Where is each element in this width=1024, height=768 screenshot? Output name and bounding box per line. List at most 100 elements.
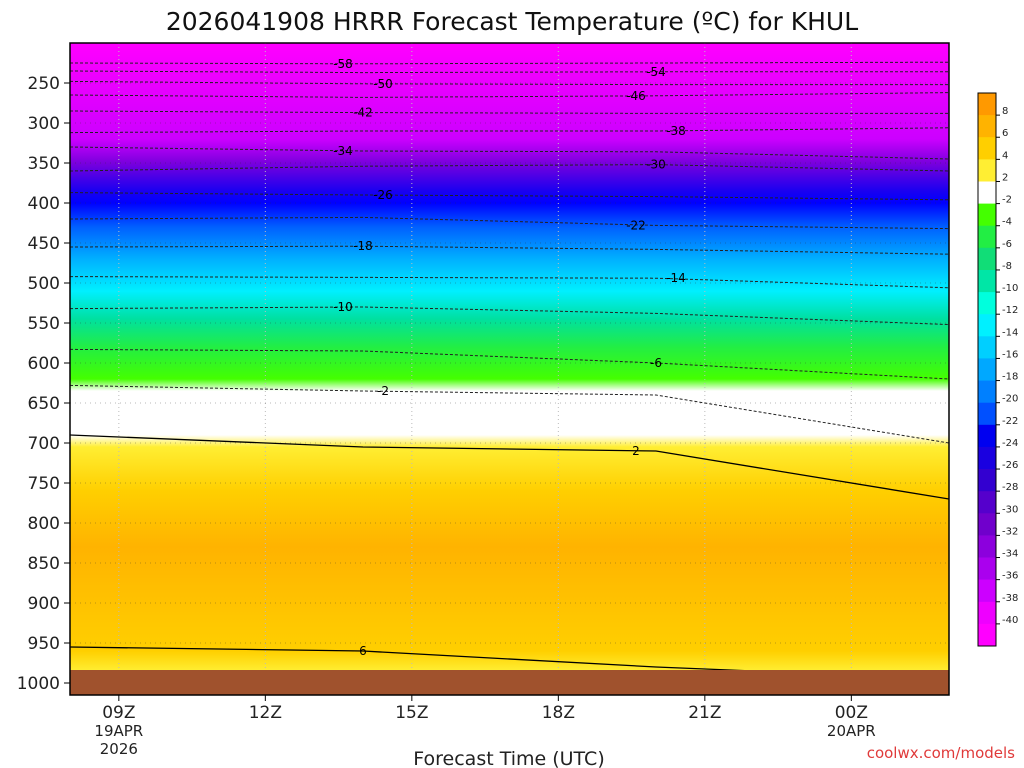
- colorbar-tick-label: -36: [1002, 571, 1018, 582]
- colorbar-tick-label: -4: [1002, 217, 1012, 228]
- colorbar-swatch: [978, 203, 996, 227]
- x-tick-label: 2026: [100, 740, 138, 758]
- colorbar: 8 6 4 2 -2 -4 -6 -8 -10 -12 -14 -16 -18 -20 -22 -24 -26 -…: [977, 92, 1018, 647]
- colorbar-swatch: [978, 579, 996, 603]
- colorbar-tick-label: -16: [1002, 349, 1018, 360]
- isotherm-line: [70, 164, 949, 172]
- plot-frame: [69, 42, 950, 696]
- isotherm-label: -10: [333, 300, 353, 314]
- colorbar-tick-label: -20: [1002, 394, 1018, 405]
- colorbar-swatch: [978, 270, 996, 293]
- x-tick-label: 21Z: [688, 703, 721, 723]
- x-tick-label: 12Z: [249, 703, 282, 723]
- x-tick-label: 19APR: [94, 722, 143, 740]
- y-tick-label: 800: [28, 514, 60, 534]
- colorbar-swatch: [978, 314, 996, 337]
- isotherm-label: 6: [359, 644, 367, 658]
- y-tick-label: 350: [28, 154, 60, 174]
- colorbar-tick-label: -18: [1002, 372, 1018, 383]
- x-tick-label: 09Z: [102, 703, 135, 723]
- isotherm-line: [70, 306, 949, 326]
- colorbar-swatch: [978, 535, 996, 558]
- colorbar-swatch: [978, 513, 996, 536]
- colorbar-swatch: [978, 469, 996, 492]
- y-tick-label: 1000: [17, 674, 60, 694]
- colorbar-tick-label: 6: [1002, 128, 1008, 139]
- y-tick-label: 250: [28, 74, 60, 94]
- chart-title: 2026041908 HRRR Forecast Temperature (ºC…: [166, 7, 858, 36]
- colorbar-tick-label: 2: [1002, 172, 1008, 183]
- isotherm-label: -58: [333, 57, 353, 71]
- colorbar-tick-label: 8: [1002, 106, 1008, 117]
- isotherm-label: 2: [632, 444, 640, 458]
- isotherm-label: -18: [353, 239, 373, 253]
- colorbar-tick-label: -24: [1002, 438, 1018, 449]
- colorbar-tick-label: -14: [1002, 327, 1018, 338]
- colorbar-swatch: [978, 115, 996, 138]
- colorbar-swatch: [978, 292, 996, 315]
- isotherm-line: [70, 276, 949, 289]
- colorbar-tick-label: -28: [1002, 482, 1018, 493]
- isotherm-line: [70, 127, 949, 134]
- x-tick-label: 15Z: [395, 703, 428, 723]
- isotherm-label: -6: [650, 356, 662, 370]
- colorbar-swatch: [978, 557, 996, 581]
- ground-layer: [70, 670, 949, 695]
- credit-link[interactable]: coolwx.com/models: [867, 744, 1015, 762]
- colorbar-swatch: [978, 601, 996, 625]
- x-axis-label: Forecast Time (UTC): [413, 748, 604, 768]
- y-tick-label: 400: [28, 194, 60, 214]
- colorbar-swatch: [978, 247, 996, 271]
- colorbar-swatch: [978, 623, 996, 647]
- colorbar-tick-label: -38: [1002, 593, 1018, 604]
- isotherm-label: -54: [646, 65, 666, 79]
- isotherm-line: [70, 192, 949, 201]
- isotherm-label: -2: [377, 384, 389, 398]
- colorbar-swatch: [978, 93, 996, 116]
- colorbar-tick-label: -10: [1002, 283, 1018, 294]
- temperature-field: [70, 43, 949, 695]
- colorbar-frame: [977, 92, 997, 647]
- plot-area: -58-54-50-46-42-38-34-30-26-22-18-14-10-…: [70, 43, 949, 695]
- isotherm-line: [70, 70, 949, 74]
- isotherm-label: -26: [373, 188, 393, 202]
- colorbar-tick-label: -30: [1002, 504, 1018, 515]
- colorbar-tick-label: -22: [1002, 416, 1018, 427]
- colorbar-tick-label: -12: [1002, 305, 1018, 316]
- colorbar-tick-label: -34: [1002, 549, 1018, 560]
- isotherm-line: [70, 245, 949, 255]
- isotherm-label: -50: [373, 77, 393, 91]
- isotherm-label: -30: [646, 158, 666, 172]
- colorbar-swatch: [978, 424, 996, 448]
- colorbar-tick-label: -26: [1002, 460, 1018, 471]
- x-tick-label: 00Z: [835, 703, 868, 723]
- colorbar-tick-label: 4: [1002, 150, 1008, 161]
- isotherm-label: -46: [626, 89, 646, 103]
- colorbar-swatch: [978, 336, 996, 359]
- y-tick-label: 700: [28, 434, 60, 454]
- colorbar-swatch: [978, 225, 996, 249]
- isotherm-line: [70, 384, 949, 444]
- colorbar-tick-label: -8: [1002, 261, 1012, 272]
- isotherm-line: [70, 110, 949, 114]
- colorbar-swatch: [978, 380, 996, 404]
- isotherm-line: [70, 146, 949, 160]
- y-tick-label: 750: [28, 474, 60, 494]
- y-tick-label: 500: [28, 274, 60, 294]
- colorbar-swatch: [978, 137, 996, 160]
- x-tick-label: 18Z: [542, 703, 575, 723]
- colorbar-swatch: [978, 358, 996, 381]
- y-tick-label: 650: [28, 394, 60, 414]
- y-tick-label: 550: [28, 314, 60, 334]
- grid-lines: [70, 43, 949, 695]
- colorbar-tick-label: -6: [1002, 239, 1012, 250]
- y-tick-label: 300: [28, 114, 60, 134]
- isotherm-label: -22: [626, 218, 646, 232]
- colorbar-tick-label: -40: [1002, 615, 1018, 626]
- isotherm-line: [70, 434, 949, 500]
- isotherm-label: -38: [666, 124, 686, 138]
- y-tick-label: 450: [28, 234, 60, 254]
- isotherm-line: [70, 61, 949, 65]
